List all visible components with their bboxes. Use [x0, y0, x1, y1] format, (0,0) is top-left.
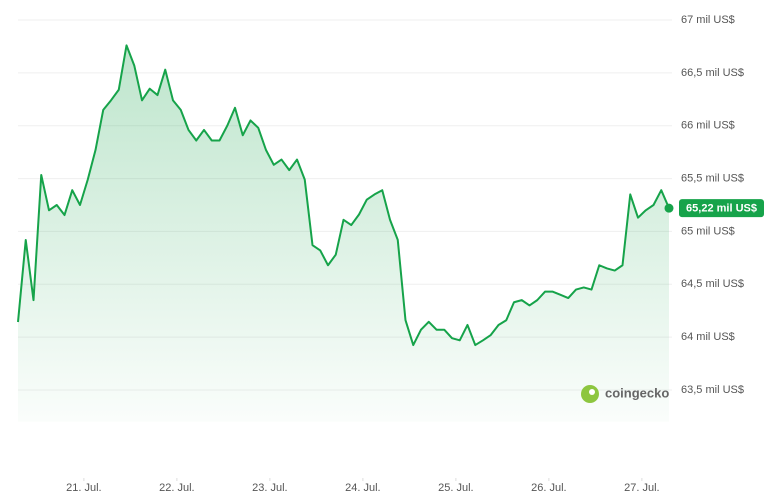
x-tick-label: 21. Jul. — [66, 482, 101, 494]
badge-bg — [679, 199, 764, 218]
watermark: coingecko — [581, 385, 669, 403]
y-tick-label: 65 mil US$ — [681, 225, 735, 237]
y-tick-label: 66,5 mil US$ — [681, 67, 744, 79]
y-tick-label: 66 mil US$ — [681, 120, 735, 132]
last-point — [664, 203, 674, 213]
x-tick-label: 23. Jul. — [252, 482, 287, 494]
badge-label: 65,22 mil US$ — [686, 203, 757, 215]
y-tick-label: 63,5 mil US$ — [681, 384, 744, 396]
y-tick-label: 64,5 mil US$ — [681, 278, 744, 290]
y-tick-label: 64 mil US$ — [681, 331, 735, 343]
x-tick-label: 27. Jul. — [624, 482, 659, 494]
price-line — [17, 44, 670, 347]
price-badge: 65,22 mil US$ — [679, 199, 764, 218]
watermark-text: coingecko — [605, 385, 669, 400]
y-tick-label: 67 mil US$ — [681, 14, 735, 26]
x-tick-label: 24. Jul. — [345, 482, 380, 494]
x-tick-label: 26. Jul. — [531, 482, 566, 494]
y-tick-label: 65,5 mil US$ — [681, 172, 744, 184]
logo-eye — [589, 389, 595, 395]
area-fill — [18, 45, 669, 422]
x-tick-label: 22. Jul. — [159, 482, 194, 494]
x-tick-label: 25. Jul. — [438, 482, 473, 494]
